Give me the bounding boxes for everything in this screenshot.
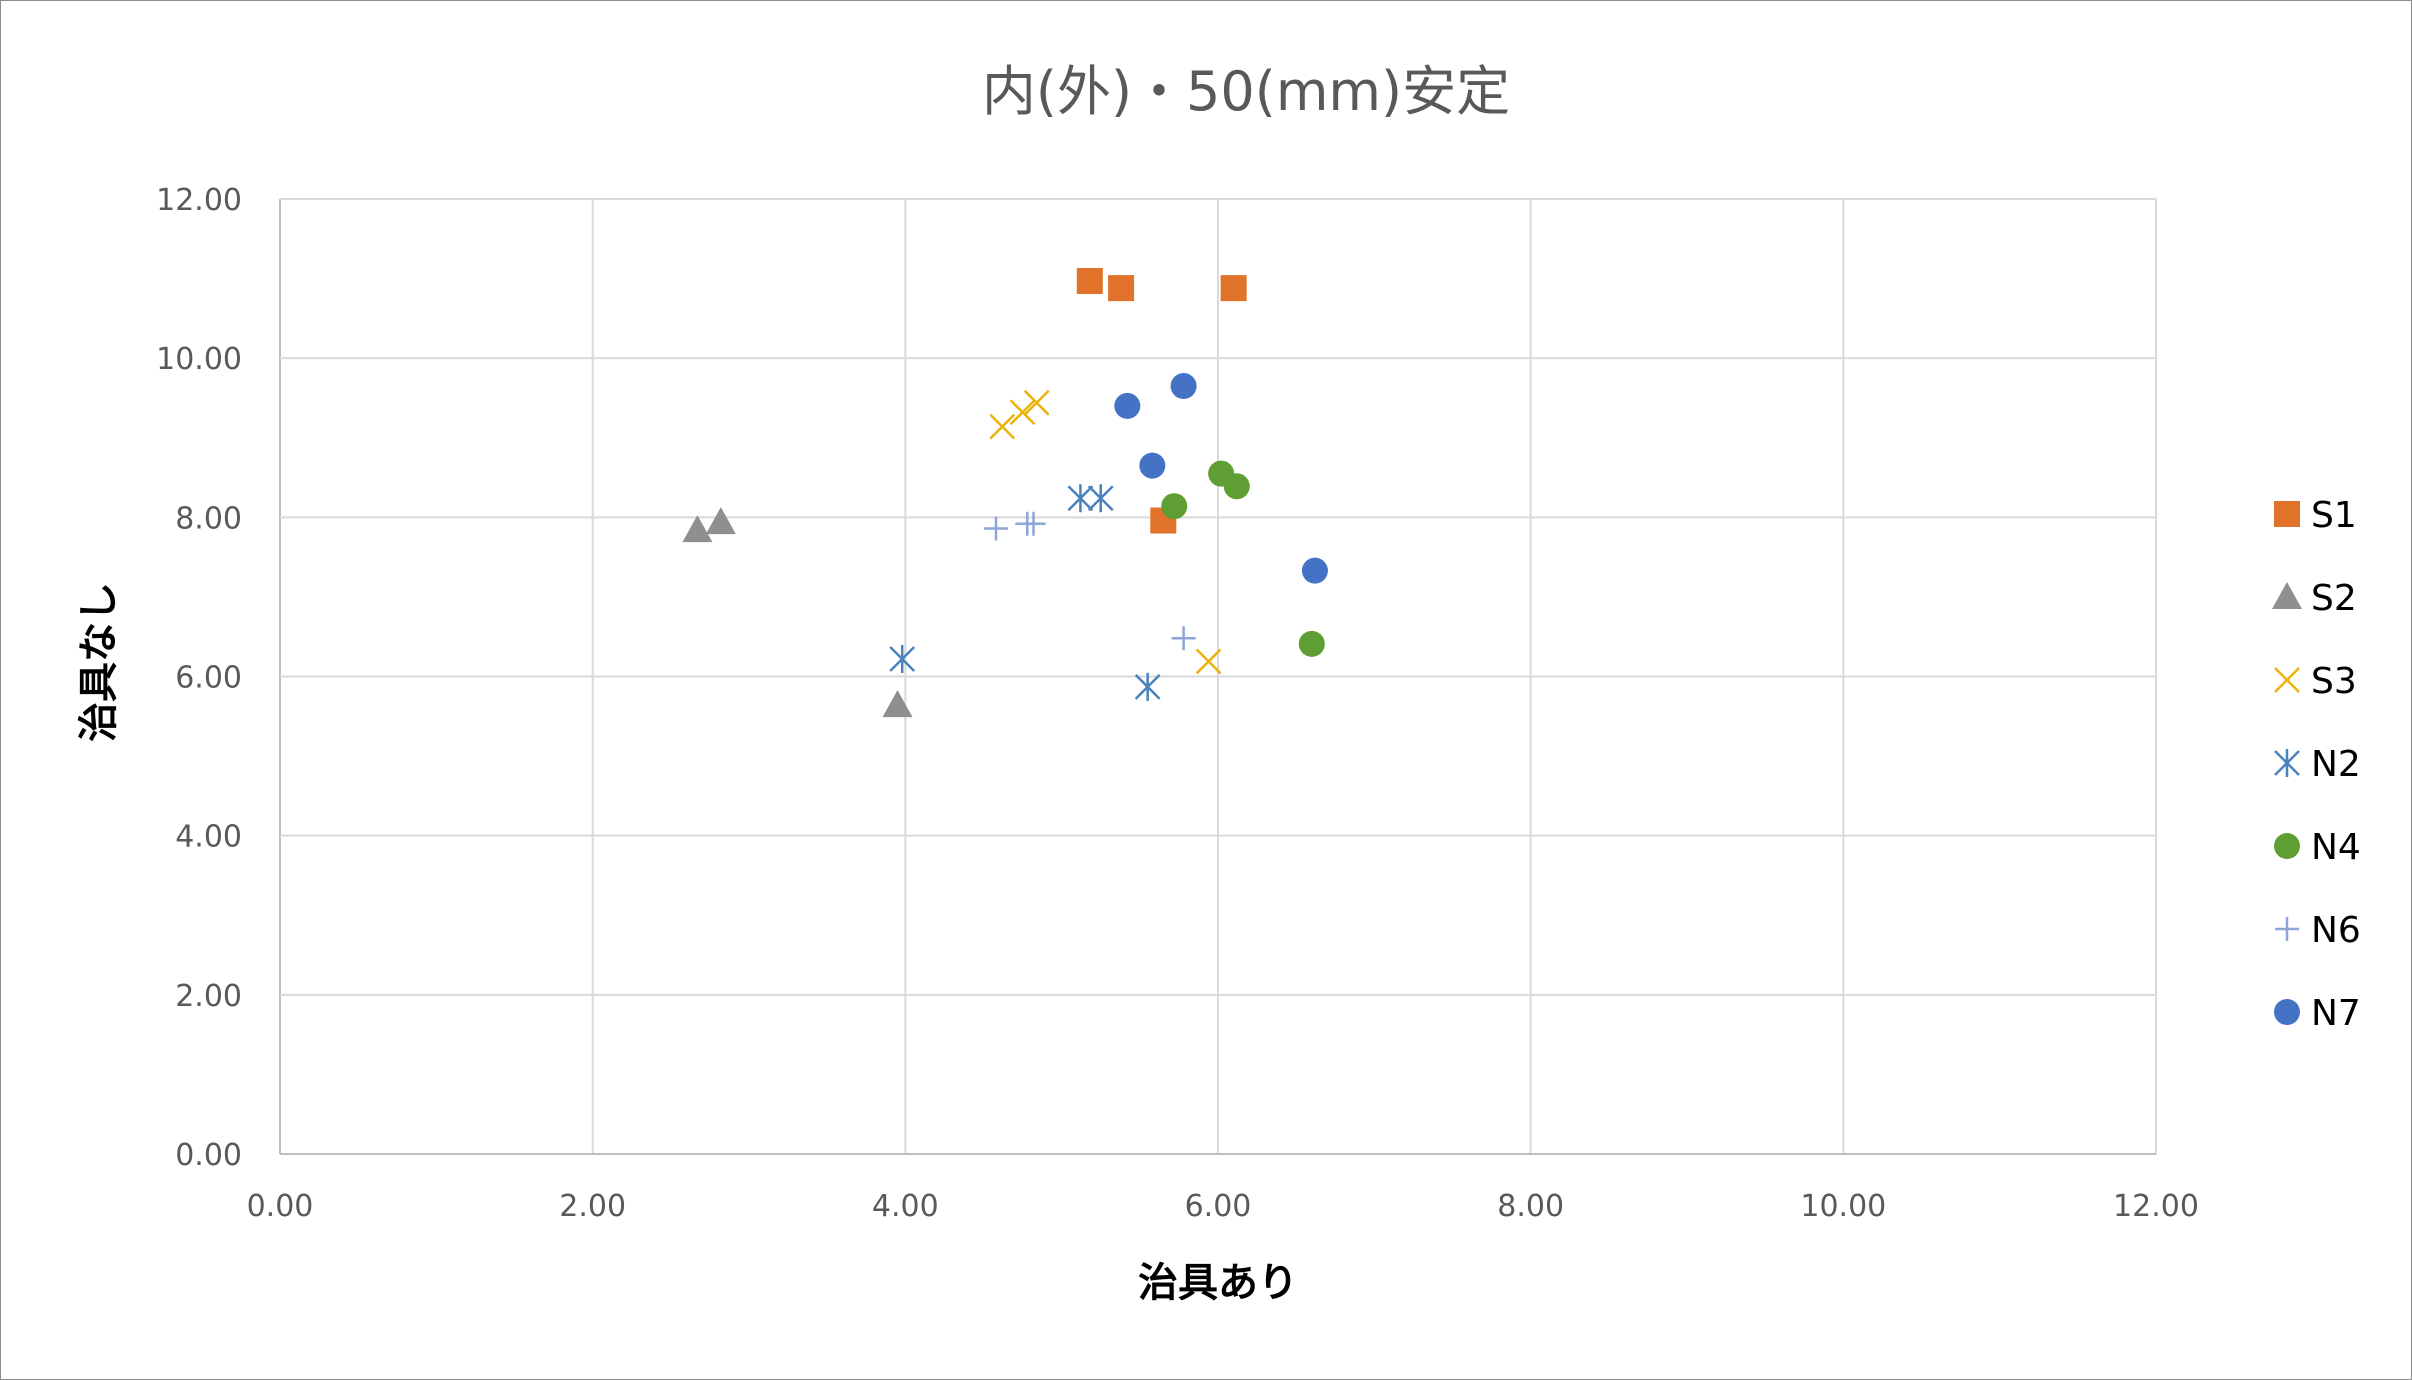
x-tick-label: 8.00: [1497, 1189, 1564, 1224]
data-point-n4: [1161, 493, 1188, 520]
legend-marker-s1: [2274, 501, 2300, 527]
data-point-s3: [1023, 389, 1050, 416]
legend-item-n4: N4: [2274, 827, 2361, 868]
data-point-s3: [1195, 648, 1222, 675]
series-s3: [989, 389, 1222, 675]
data-point-n2: [889, 644, 916, 673]
data-point-n6: [1021, 511, 1046, 536]
series-n7: [1114, 373, 1328, 584]
y-tick-label: 0.00: [175, 1138, 242, 1173]
x-tick-label: 4.00: [872, 1189, 939, 1224]
x-tick-label: 12.00: [2113, 1189, 2199, 1224]
legend-label: S1: [2311, 495, 2357, 536]
legend-label: N4: [2311, 827, 2361, 868]
legend-label: S2: [2311, 578, 2357, 619]
legend-label: N7: [2311, 993, 2361, 1034]
legend-marker-s3: [2274, 667, 2300, 693]
x-tick-label: 10.00: [1800, 1189, 1886, 1224]
y-axis-title: 治具なし: [76, 582, 122, 742]
y-tick-label: 8.00: [175, 501, 242, 536]
data-points: [682, 267, 1328, 718]
data-point-n2: [1134, 672, 1161, 701]
y-tick-label: 10.00: [156, 342, 242, 377]
y-tick-label: 12.00: [156, 183, 242, 218]
data-point-s2: [882, 690, 913, 718]
legend-marker-n6: [2275, 917, 2299, 941]
x-tick-label: 2.00: [559, 1189, 626, 1224]
y-tick-label: 6.00: [175, 661, 242, 696]
data-point-n2: [1067, 484, 1094, 513]
y-axis-tick-labels: 0.00 2.00 4.00 6.00 8.00 10.00 12.00: [156, 183, 242, 1173]
data-point-s2: [682, 515, 713, 543]
data-point-s1: [1220, 275, 1247, 302]
data-point-n2: [1087, 484, 1114, 513]
data-point-s3: [1009, 399, 1036, 426]
grid-lines: [279, 198, 2157, 1155]
legend-marker-s2: [2272, 582, 2302, 609]
data-point-n7: [1139, 452, 1166, 479]
data-point-n6: [984, 516, 1009, 541]
legend: S1 S2 S3 N2 N4 N6 N7: [2272, 495, 2361, 1034]
y-tick-label: 4.00: [175, 820, 242, 855]
data-point-s1: [1076, 267, 1103, 294]
data-point-s1: [1108, 275, 1135, 302]
x-axis-title: 治具あり: [1138, 1260, 1298, 1306]
legend-item-s2: S2: [2272, 578, 2357, 619]
legend-label: N2: [2311, 744, 2361, 785]
series-s2: [682, 507, 913, 718]
data-point-n7: [1301, 557, 1328, 584]
legend-item-n2: N2: [2274, 744, 2361, 785]
data-point-n6: [1171, 626, 1196, 651]
legend-marker-n2: [2274, 749, 2300, 777]
legend-marker-n7: [2274, 999, 2300, 1025]
x-axis-tick-labels: 0.00 2.00 4.00 6.00 8.00 10.00 12.00: [247, 1189, 2199, 1224]
data-point-n4: [1298, 630, 1325, 657]
legend-label: N6: [2311, 910, 2361, 951]
series-s1: [1076, 267, 1247, 534]
legend-item-n6: N6: [2275, 910, 2361, 951]
x-tick-label: 6.00: [1185, 1189, 1252, 1224]
chart-title: 内(外)・50(mm)安定: [982, 60, 1510, 123]
x-tick-label: 0.00: [247, 1189, 314, 1224]
data-point-s2: [705, 507, 736, 535]
legend-label: S3: [2311, 661, 2357, 702]
legend-item-s3: S3: [2274, 661, 2357, 702]
legend-item-n7: N7: [2274, 993, 2361, 1034]
series-n2: [889, 484, 1161, 701]
data-point-n4: [1223, 473, 1250, 500]
series-n4: [1161, 460, 1325, 657]
legend-marker-n4: [2274, 833, 2300, 859]
data-point-n7: [1114, 392, 1141, 419]
legend-item-s1: S1: [2274, 495, 2357, 536]
y-tick-label: 2.00: [175, 979, 242, 1014]
series-n6: [984, 511, 1196, 651]
data-point-s3: [989, 413, 1016, 440]
data-point-n7: [1170, 373, 1197, 400]
